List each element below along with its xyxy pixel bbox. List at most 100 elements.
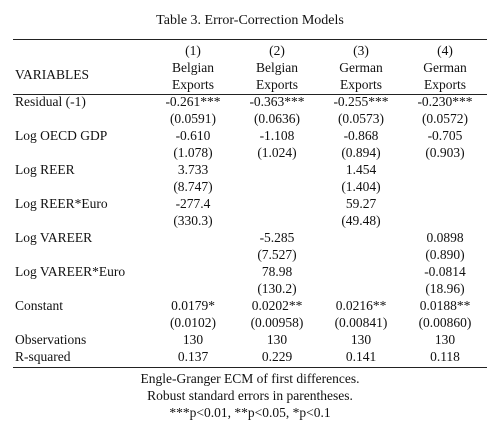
standard-error-cell xyxy=(235,212,319,229)
stat-value: 130 xyxy=(266,332,288,347)
standard-error-cell: (330.3) xyxy=(173,213,213,228)
standard-error-cell xyxy=(403,178,487,195)
standard-error-cell xyxy=(403,212,487,229)
bottom-rule xyxy=(13,367,487,368)
se-row: (1.078) (1.024) (0.894) (0.903) xyxy=(13,144,487,161)
coefficient-cell: -1.108 xyxy=(259,128,295,143)
coefficient-cell: -0.610 xyxy=(175,128,211,143)
coefficient-cell xyxy=(319,263,403,280)
column-number: (1) xyxy=(185,43,201,58)
variable-name: Constant xyxy=(15,298,64,313)
se-row: (8.747) (1.404) xyxy=(13,178,487,195)
coefficient-cell: -0.363*** xyxy=(249,94,305,109)
column-name: Exports xyxy=(172,77,214,92)
table-caption: Table 3. Error-Correction Models xyxy=(156,13,344,28)
variable-name: Log REER*Euro xyxy=(15,196,108,211)
coefficient-cell: 0.0216** xyxy=(335,298,387,313)
coefficient-cell xyxy=(403,195,487,212)
coefficient-cell: 3.733 xyxy=(177,162,209,177)
coef-row: Constant 0.0179* 0.0202** 0.0216** 0.0188** xyxy=(13,297,487,314)
column-name: Belgian xyxy=(256,60,298,75)
se-row: (0.0591) (0.0636) (0.0573) (0.0572) xyxy=(13,110,487,127)
coefficient-cell xyxy=(151,263,235,280)
standard-error-cell: (0.00841) xyxy=(334,315,388,330)
column-number: (3) xyxy=(353,43,369,58)
standard-error-cell: (0.00860) xyxy=(418,315,472,330)
coef-row: Log VAREER -5.285 0.0898 xyxy=(13,229,487,246)
coef-row: Log VAREER*Euro 78.98 -0.0814 xyxy=(13,263,487,280)
coefficient-cell: -277.4 xyxy=(175,196,211,211)
table-notes: Engle-Granger ECM of first differences. … xyxy=(13,370,487,421)
standard-error-cell: (0.894) xyxy=(341,145,381,160)
coefficient-cell xyxy=(235,161,319,178)
header-row-numbers: (1) (2) (3) (4) xyxy=(13,42,487,59)
coefficient-cell: 1.454 xyxy=(345,162,377,177)
header-rule xyxy=(13,94,487,95)
variable-name: Residual (-1) xyxy=(15,94,86,109)
coefficient-cell: 0.0202** xyxy=(251,298,303,313)
coefficient-cell xyxy=(403,161,487,178)
variable-name: Log VAREER*Euro xyxy=(15,264,126,279)
standard-error-cell: (0.903) xyxy=(425,145,465,160)
standard-error-cell: (18.96) xyxy=(425,281,465,296)
se-row: (130.2) (18.96) xyxy=(13,280,487,297)
variable-name: Log VAREER xyxy=(15,230,93,245)
coefficient-cell: 0.0898 xyxy=(426,230,464,245)
note-line: Engle-Granger ECM of first differences. xyxy=(140,371,360,386)
standard-error-cell: (1.404) xyxy=(341,179,381,194)
standard-error-cell: (1.078) xyxy=(173,145,213,160)
column-number: (2) xyxy=(269,43,285,58)
se-row: (0.0102) (0.00958) (0.00841) (0.00860) xyxy=(13,314,487,331)
standard-error-cell xyxy=(151,246,235,263)
standard-error-cell: (0.0636) xyxy=(253,111,301,126)
stat-value: 0.141 xyxy=(345,349,377,364)
coefficient-cell: -0.705 xyxy=(427,128,463,143)
coefficient-cell xyxy=(151,229,235,246)
coef-row: Residual (-1) -0.261*** -0.363*** -0.255***… xyxy=(13,93,487,110)
standard-error-cell: (0.0572) xyxy=(421,111,469,126)
regression-table-figure: Table 3. Error-Correction Models (1) (2)… xyxy=(13,0,487,439)
coefficient-cell: -0.230*** xyxy=(417,94,473,109)
standard-error-cell: (0.0102) xyxy=(169,315,217,330)
coefficient-cell: 0.0179* xyxy=(171,298,215,313)
stat-name: R-squared xyxy=(15,349,71,364)
stat-value: 0.229 xyxy=(261,349,293,364)
standard-error-cell: (49.48) xyxy=(341,213,381,228)
coefficient-cell: -0.255*** xyxy=(333,94,389,109)
standard-error-cell: (0.890) xyxy=(425,247,465,262)
standard-error-cell: (0.00958) xyxy=(250,315,304,330)
header-row-names-2: VARIABLES Exports Exports Exports Export… xyxy=(13,67,487,93)
column-number: (4) xyxy=(437,43,453,58)
coef-row: Log REER*Euro -277.4 59.27 xyxy=(13,195,487,212)
coefficient-cell: 0.0188** xyxy=(419,298,471,313)
top-rule xyxy=(13,39,487,40)
coefficient-cell: -0.868 xyxy=(343,128,379,143)
coef-row: Log REER 3.733 1.454 xyxy=(13,161,487,178)
coefficient-body: Residual (-1) -0.261*** -0.363*** -0.255***… xyxy=(13,93,487,331)
coefficient-cell xyxy=(235,195,319,212)
coef-row: Log OECD GDP -0.610 -1.108 -0.868 -0.705 xyxy=(13,127,487,144)
column-name: Exports xyxy=(256,77,298,92)
column-name: Exports xyxy=(424,77,466,92)
stat-row: R-squared 0.137 0.229 0.141 0.118 xyxy=(13,348,487,365)
header-row-names-1: Belgian Belgian German German xyxy=(13,59,487,76)
column-name: German xyxy=(339,60,383,75)
stat-value: 130 xyxy=(434,332,456,347)
note-line: ***p<0.01, **p<0.05, *p<0.1 xyxy=(169,405,331,420)
regression-table: (1) (2) (3) (4) Belgian Belgian German G… xyxy=(13,42,487,365)
coefficient-cell: 59.27 xyxy=(345,196,377,211)
coefficient-cell: -5.285 xyxy=(259,230,295,245)
stat-value: 130 xyxy=(182,332,204,347)
stat-value: 0.118 xyxy=(430,349,460,364)
variable-name: Log OECD GDP xyxy=(15,128,108,143)
stat-value: 0.137 xyxy=(177,349,209,364)
coefficient-cell: 78.98 xyxy=(261,264,293,279)
standard-error-cell: (130.2) xyxy=(257,281,297,296)
note-line: Robust standard errors in parentheses. xyxy=(147,388,353,403)
standard-error-cell xyxy=(151,280,235,297)
standard-error-cell: (8.747) xyxy=(173,179,213,194)
standard-error-cell xyxy=(235,178,319,195)
stat-name: Observations xyxy=(15,332,87,347)
column-name: Exports xyxy=(340,77,382,92)
se-row: (7.527) (0.890) xyxy=(13,246,487,263)
